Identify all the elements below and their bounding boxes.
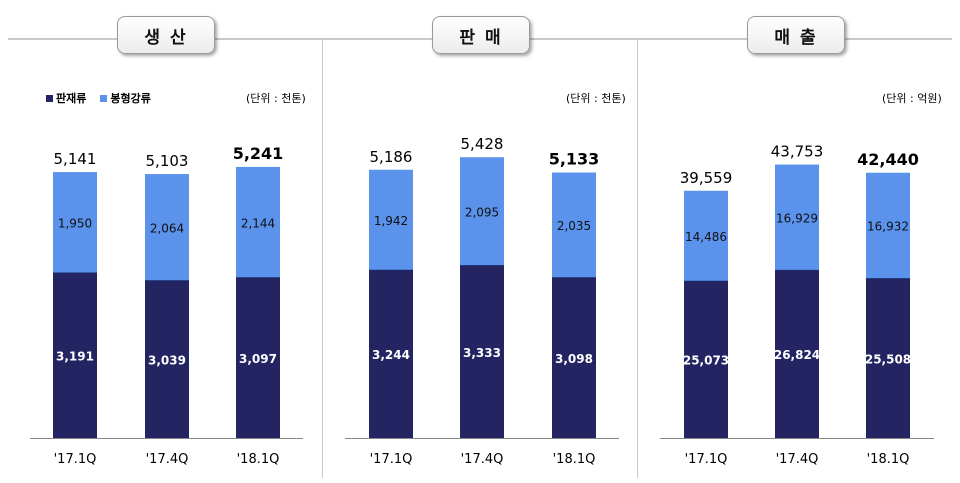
total-label: 42,440 (857, 150, 919, 169)
bar-segment-plate (552, 277, 596, 438)
bar-segment-long (684, 190, 728, 282)
bar-segment-long (369, 169, 413, 271)
bar-segment-long (552, 172, 596, 278)
total-label: 43,753 (771, 143, 824, 161)
total-label: 5,241 (233, 144, 284, 163)
total-label: 5,428 (461, 135, 504, 153)
total-label: 5,141 (54, 150, 97, 168)
panel-title-production: 생 산 (117, 16, 215, 54)
total-label: 5,103 (146, 152, 189, 170)
x-tick-label: '17.4Q (146, 452, 189, 467)
bar-segment-plate (684, 281, 728, 438)
data-label-long: 16,929 (776, 211, 818, 225)
bar-segment-long (775, 164, 819, 271)
panel-divider-1 (322, 38, 323, 478)
data-label-long: 2,095 (465, 205, 499, 219)
panel-title-sales: 판 매 (432, 16, 530, 54)
data-label-plate: 25,508 (865, 352, 911, 366)
x-tick-label: '17.1Q (685, 452, 728, 467)
data-label-plate: 25,073 (683, 354, 729, 368)
data-label-long: 16,932 (867, 220, 909, 234)
total-label: 5,133 (549, 150, 600, 169)
bar-segment-long (866, 172, 910, 279)
unit-label-sales: (단위 : 천톤) (566, 92, 626, 105)
total-label: 5,186 (370, 148, 413, 166)
x-tick-label: '18.1Q (237, 452, 280, 467)
data-label-plate: 26,824 (774, 348, 820, 362)
legend-item-plate: 판재류 (46, 90, 86, 106)
data-label-long: 2,064 (150, 221, 184, 235)
bar-segment-plate (460, 265, 504, 438)
bar-segment-plate (369, 270, 413, 438)
data-label-plate: 3,039 (148, 353, 186, 367)
legend-swatch-plate (46, 94, 53, 102)
unit-label-revenue: (단위 : 억원) (882, 92, 942, 105)
data-label-plate: 3,333 (463, 346, 501, 360)
data-label-long: 1,942 (374, 214, 408, 228)
x-tick-label: '17.4Q (776, 452, 819, 467)
data-label-plate: 3,244 (372, 348, 410, 362)
x-tick-label: '17.1Q (54, 452, 97, 467)
legend-label-plate: 판재류 (56, 92, 87, 105)
panel-title-revenue: 매 출 (747, 16, 845, 54)
data-label-long: 2,144 (241, 216, 275, 230)
total-label: 39,559 (680, 169, 733, 187)
data-label-long: 14,486 (685, 230, 727, 244)
bar-segment-long (53, 172, 97, 273)
bar-segment-long (145, 174, 189, 281)
legend-swatch-long (100, 94, 108, 102)
data-label-plate: 3,191 (56, 349, 94, 363)
bar-segment-plate (145, 280, 189, 438)
bar-segment-long (460, 157, 504, 266)
bar-segment-plate (236, 277, 280, 438)
data-label-plate: 3,098 (555, 352, 593, 366)
x-tick-label: '18.1Q (553, 452, 596, 467)
x-tick-label: '17.4Q (461, 452, 504, 467)
panel-divider-2 (637, 38, 638, 478)
data-label-plate: 3,097 (239, 352, 277, 366)
unit-label-production: (단위 : 천톤) (246, 92, 306, 105)
bar-segment-plate (775, 270, 819, 438)
legend: 판재류 봉형강류 (46, 90, 165, 106)
bar-segment-plate (53, 272, 97, 438)
data-label-long: 1,950 (58, 217, 92, 231)
legend-label-long: 봉형강류 (110, 92, 151, 105)
bar-segment-long (236, 166, 280, 278)
data-label-long: 2,035 (557, 219, 591, 233)
bar-segment-plate (866, 278, 910, 438)
x-tick-label: '18.1Q (867, 452, 910, 467)
x-tick-label: '17.1Q (370, 452, 413, 467)
legend-item-long: 봉형강류 (100, 90, 151, 106)
